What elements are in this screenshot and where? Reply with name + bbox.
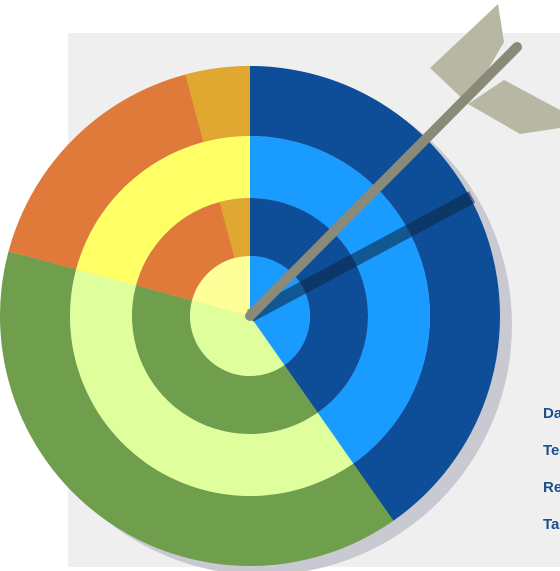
sector-green-mid: [131, 285, 318, 435]
sector-gold-mid: [219, 198, 250, 259]
sector-green-inner: [70, 269, 354, 496]
sector-orange-center: [192, 256, 250, 316]
sector-orange-outer: [8, 66, 251, 270]
label-teal: Teal: [543, 442, 560, 459]
sector-blue-outer: [250, 66, 501, 521]
arrow-fletching-upper: [430, 4, 504, 104]
sector-orange-mid: [136, 198, 250, 301]
arrow-icon: [245, 4, 560, 322]
label-dark-blue: Dark Blue: [543, 405, 560, 422]
label-red: Red: [543, 479, 560, 496]
sector-orange-inner: [76, 136, 250, 286]
sector-blue-inner: [250, 136, 430, 464]
sector-blue-mid: [250, 198, 369, 413]
arrow-shadow: [246, 191, 476, 322]
sector-gold-outer: [185, 66, 250, 143]
label-tan: Tan: [543, 516, 560, 533]
sector-gold-inner: [203, 136, 250, 203]
sector-green-outer: [0, 251, 394, 566]
sector-green-center: [190, 300, 285, 376]
arrow-fletching-lower: [468, 80, 560, 134]
sector-blue-center: [250, 256, 310, 366]
arrow-shaft: [245, 42, 522, 321]
target-rings: [0, 66, 501, 566]
